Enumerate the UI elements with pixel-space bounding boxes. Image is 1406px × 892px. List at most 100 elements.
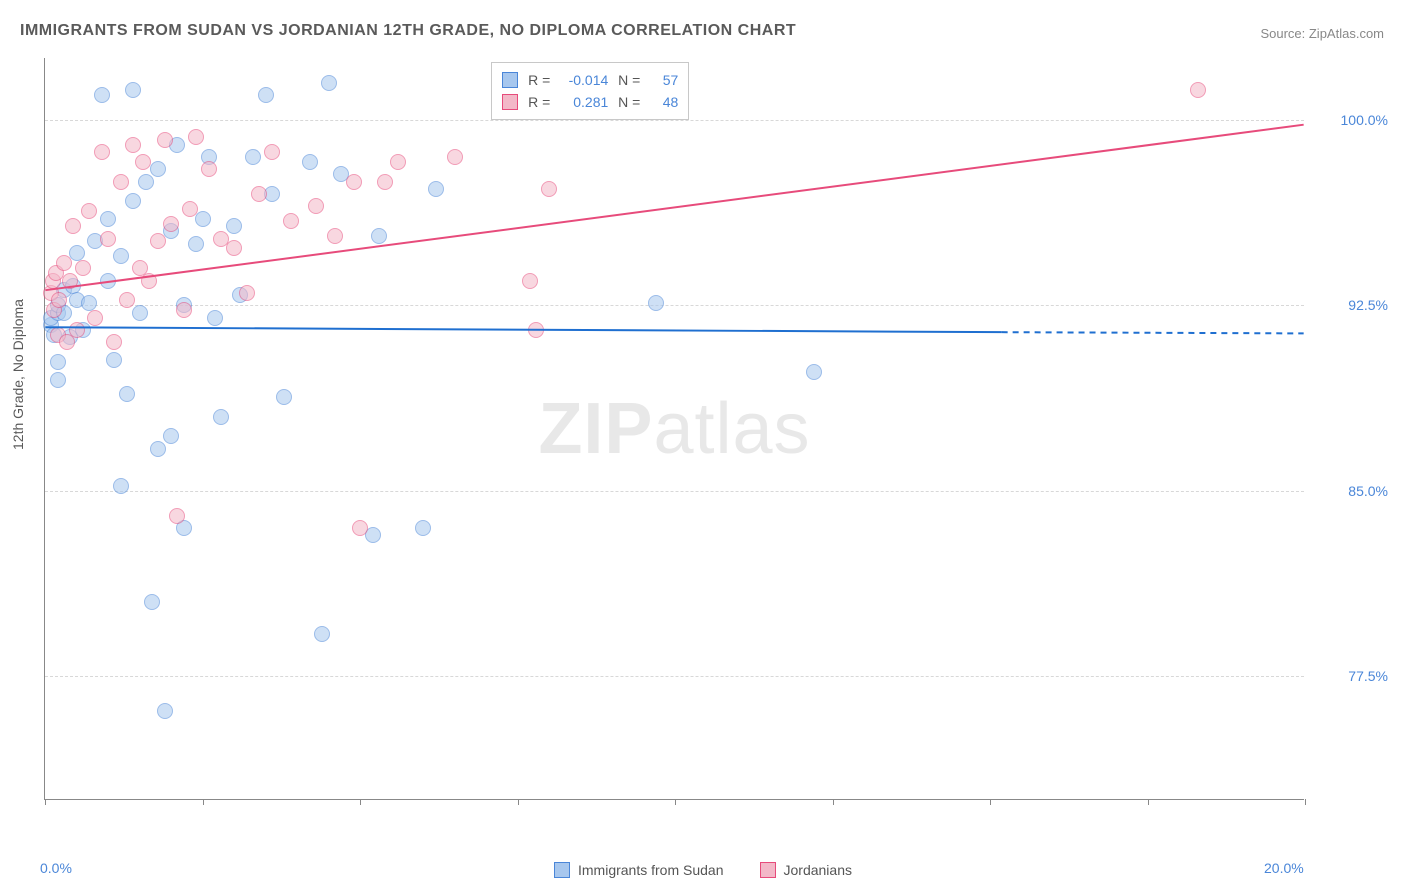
- scatter-point: [125, 193, 141, 209]
- legend-item: Immigrants from Sudan: [554, 862, 724, 878]
- scatter-point: [226, 218, 242, 234]
- source-attribution: Source: ZipAtlas.com: [1260, 26, 1384, 41]
- legend-swatch: [502, 94, 518, 110]
- r-label: R =: [526, 72, 550, 88]
- scatter-point: [308, 198, 324, 214]
- scatter-point: [327, 228, 343, 244]
- scatter-point: [188, 236, 204, 252]
- legend-swatch: [502, 72, 518, 88]
- scatter-point: [207, 310, 223, 326]
- x-tick: [203, 799, 204, 805]
- scatter-point: [195, 211, 211, 227]
- scatter-point: [150, 161, 166, 177]
- scatter-point: [100, 231, 116, 247]
- scatter-point: [150, 441, 166, 457]
- scatter-point: [226, 240, 242, 256]
- r-label: R =: [526, 94, 550, 110]
- n-value: 57: [648, 72, 678, 88]
- x-tick: [675, 799, 676, 805]
- scatter-point: [138, 174, 154, 190]
- scatter-point: [163, 216, 179, 232]
- scatter-point: [56, 255, 72, 271]
- scatter-point: [113, 248, 129, 264]
- scatter-point: [141, 273, 157, 289]
- scatter-point: [371, 228, 387, 244]
- scatter-point: [321, 75, 337, 91]
- trend-line-dashed: [1002, 332, 1304, 333]
- scatter-point: [182, 201, 198, 217]
- scatter-point: [201, 161, 217, 177]
- scatter-point: [135, 154, 151, 170]
- n-label: N =: [616, 72, 640, 88]
- scatter-point: [113, 478, 129, 494]
- scatter-point: [50, 372, 66, 388]
- scatter-point: [352, 520, 368, 536]
- scatter-point: [346, 174, 362, 190]
- scatter-point: [50, 354, 66, 370]
- scatter-point: [251, 186, 267, 202]
- scatter-point: [69, 322, 85, 338]
- stats-legend: R =-0.014N =57R =0.281N =48: [491, 62, 689, 120]
- scatter-point: [428, 181, 444, 197]
- scatter-point: [125, 137, 141, 153]
- scatter-point: [157, 703, 173, 719]
- scatter-point: [81, 203, 97, 219]
- n-value: 48: [648, 94, 678, 110]
- scatter-point: [157, 132, 173, 148]
- scatter-point: [132, 305, 148, 321]
- scatter-point: [113, 174, 129, 190]
- scatter-point: [169, 508, 185, 524]
- x-tick-label: 20.0%: [1264, 860, 1304, 876]
- scatter-point: [75, 260, 91, 276]
- scatter-point: [806, 364, 822, 380]
- scatter-point: [100, 273, 116, 289]
- legend-item: Jordanians: [760, 862, 853, 878]
- legend-label: Immigrants from Sudan: [578, 862, 724, 878]
- r-value: 0.281: [558, 94, 608, 110]
- scatter-point: [1190, 82, 1206, 98]
- scatter-point: [87, 310, 103, 326]
- y-tick-label: 100.0%: [1341, 112, 1388, 128]
- trend-line: [45, 327, 1001, 332]
- scatter-point: [94, 87, 110, 103]
- trend-lines-svg: [45, 58, 1304, 799]
- legend-swatch: [760, 862, 776, 878]
- y-tick-label: 85.0%: [1348, 483, 1388, 499]
- bottom-legend: Immigrants from Sudan Jordanians: [554, 862, 852, 878]
- y-tick-label: 92.5%: [1348, 297, 1388, 313]
- scatter-point: [302, 154, 318, 170]
- correlation-chart: ZIPatlas: [44, 58, 1304, 800]
- scatter-point: [81, 295, 97, 311]
- x-tick-label: 0.0%: [40, 860, 72, 876]
- x-tick: [1148, 799, 1149, 805]
- scatter-point: [65, 218, 81, 234]
- scatter-point: [176, 302, 192, 318]
- scatter-point: [258, 87, 274, 103]
- watermark-atlas: atlas: [653, 389, 810, 469]
- legend-label: Jordanians: [784, 862, 853, 878]
- scatter-point: [283, 213, 299, 229]
- scatter-point: [264, 144, 280, 160]
- scatter-point: [51, 292, 67, 308]
- gridline: [45, 676, 1304, 677]
- scatter-point: [390, 154, 406, 170]
- scatter-point: [314, 626, 330, 642]
- scatter-point: [648, 295, 664, 311]
- watermark-zip: ZIP: [538, 389, 653, 469]
- page-title: IMMIGRANTS FROM SUDAN VS JORDANIAN 12TH …: [20, 22, 796, 40]
- scatter-point: [150, 233, 166, 249]
- scatter-point: [119, 386, 135, 402]
- scatter-point: [163, 428, 179, 444]
- x-tick: [360, 799, 361, 805]
- x-tick: [833, 799, 834, 805]
- scatter-point: [239, 285, 255, 301]
- x-tick: [518, 799, 519, 805]
- scatter-point: [447, 149, 463, 165]
- scatter-point: [94, 144, 110, 160]
- scatter-point: [119, 292, 135, 308]
- scatter-point: [106, 334, 122, 350]
- n-label: N =: [616, 94, 640, 110]
- stats-legend-row: R =-0.014N =57: [502, 69, 678, 91]
- scatter-point: [276, 389, 292, 405]
- scatter-point: [213, 409, 229, 425]
